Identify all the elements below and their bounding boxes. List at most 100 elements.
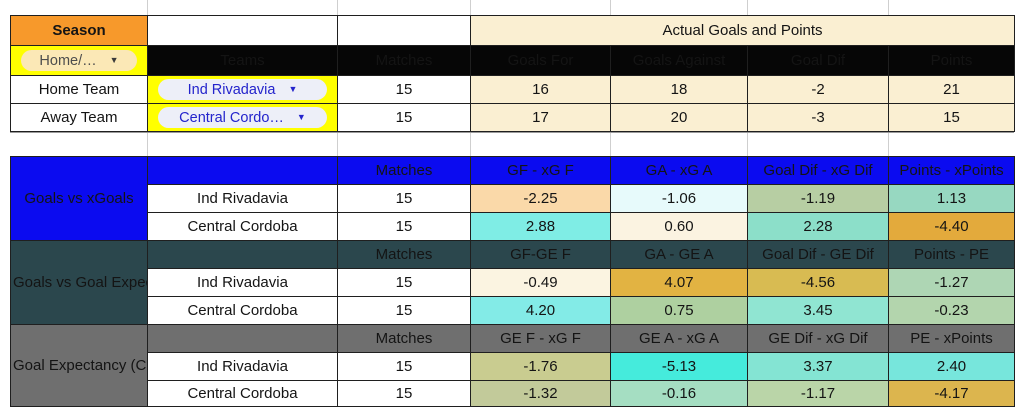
column-header-matches: Matches: [337, 324, 471, 353]
table-row: Goal Expectancy (Closing Odds) vs xGoals…: [10, 324, 1015, 407]
table-row: Away Team Central Cordo… ▼ 15 17 20 -3 1…: [10, 103, 1016, 132]
stat-cell: 1.13: [888, 184, 1015, 213]
stat-cell: 2.28: [747, 212, 889, 241]
stat-cell: 21: [887, 75, 1016, 104]
column-header-goals-against: Goals Against: [610, 45, 748, 76]
home-away-selector-label: Home/…: [39, 52, 97, 69]
stat-cell: 17: [470, 103, 611, 132]
column-header-gf-gef: GF-GE F: [470, 240, 611, 269]
grid-strip-top: [10, 0, 1014, 15]
column-header-ga-gea: GA - GE A: [610, 240, 748, 269]
table-row: Central Cordoba 15 4.20 0.75 3.45 -0.23: [11, 296, 1015, 325]
column-header-points-pe: Points - PE: [888, 240, 1015, 269]
column-header-goal-dif: Goal Dif: [747, 45, 889, 76]
table-row: Ind Rivadavia 15 -2.25 -1.06 -1.19 1.13: [11, 184, 1015, 213]
stat-cell: -0.16: [610, 380, 748, 407]
stat-cell: -4.17: [888, 380, 1015, 407]
team-name-cell: Central Cordoba: [147, 212, 338, 241]
table-row: Ind Rivadavia 15 -1.76 -5.13 3.37 2.40: [11, 352, 1015, 381]
empty-cell: [337, 15, 471, 46]
column-header-gef-xgf: GE F - xG F: [470, 324, 611, 353]
stat-cell: 15: [337, 380, 471, 407]
home-away-selector[interactable]: Home/… ▼: [21, 50, 137, 71]
away-team-selector[interactable]: Central Cordo… ▼: [158, 107, 327, 128]
section-label-goals-vs-xgoals: Goals vs xGoals: [10, 156, 148, 241]
stat-cell: -2: [747, 75, 889, 104]
stat-cell: 18: [610, 75, 748, 104]
stat-cell: 15: [337, 75, 471, 104]
chevron-down-icon: ▼: [288, 84, 298, 94]
column-header-points: Points: [887, 45, 1016, 76]
stat-cell: -5.13: [610, 352, 748, 381]
home-team-selector-label: Ind Rivadavia: [187, 81, 276, 98]
table-row: Goals vs Goal Expectancy (Closing Odds M…: [10, 240, 1015, 325]
table-row: Home Team Ind Rivadavia ▼ 15 16 18 -2 21: [10, 75, 1016, 104]
column-header-goaldif-gedif: Goal Dif - GE Dif: [747, 240, 889, 269]
stat-cell: -4.40: [888, 212, 1015, 241]
stat-cell: 16: [470, 75, 611, 104]
home-team-selector-cell: Ind Rivadavia ▼: [147, 75, 338, 104]
section-header-spacer: [147, 324, 338, 353]
stat-cell: -1.27: [888, 268, 1015, 297]
column-header-points-xpoints: Points - xPoints: [888, 156, 1015, 185]
season-header-cell: Season: [10, 15, 148, 46]
stat-cell: 2.40: [888, 352, 1015, 381]
stat-cell: -1.17: [747, 380, 889, 407]
stat-cell: -1.76: [470, 352, 611, 381]
section-label-goals-vs-goal-expectancy: Goals vs Goal Expectancy (Closing Odds: [10, 240, 148, 325]
stat-cell: 15: [337, 212, 471, 241]
stat-cell: 2.88: [470, 212, 611, 241]
actual-goals-table: Season Actual Goals and Points Home/… ▼ …: [10, 15, 1016, 132]
column-header-pe-xpoints: PE - xPoints: [888, 324, 1015, 353]
team-name-cell: Central Cordoba: [147, 296, 338, 325]
table-row: Ind Rivadavia 15 -0.49 4.07 -4.56 -1.27: [11, 268, 1015, 297]
section-header-spacer: [147, 240, 338, 269]
stat-cell: 3.45: [747, 296, 889, 325]
stat-cell: 0.60: [610, 212, 748, 241]
stat-cell: 3.37: [747, 352, 889, 381]
column-header-matches: Matches: [337, 156, 471, 185]
team-name-cell: Ind Rivadavia: [147, 352, 338, 381]
table-row: Season Actual Goals and Points: [10, 15, 1016, 46]
column-header-gf-xgf: GF - xG F: [470, 156, 611, 185]
stat-cell: 15: [337, 103, 471, 132]
stat-cell: 15: [337, 268, 471, 297]
column-header-goaldif-xgdif: Goal Dif - xG Dif: [747, 156, 889, 185]
section-label-goal-expectancy-vs-xgoals: Goal Expectancy (Closing Odds) vs xGoals: [10, 324, 148, 407]
stat-cell: -0.23: [888, 296, 1015, 325]
stat-cell: 20: [610, 103, 748, 132]
stat-cell: 15: [337, 352, 471, 381]
stat-cell: -1.06: [610, 184, 748, 213]
table-row: Central Cordoba 15 -1.32 -0.16 -1.17 -4.…: [11, 380, 1015, 407]
stat-cell: 15: [337, 296, 471, 325]
column-header-gea-xga: GE A - xG A: [610, 324, 748, 353]
table-row: Goals vs xGoals Matches GF - xG F GA - x…: [10, 156, 1015, 241]
stat-cell: 0.75: [610, 296, 748, 325]
stat-cell: -4.56: [747, 268, 889, 297]
row-label-away-team: Away Team: [10, 103, 148, 132]
column-header-goals-for: Goals For: [470, 45, 611, 76]
stat-cell: 15: [887, 103, 1016, 132]
section-header-spacer: [147, 156, 338, 185]
comparison-sections-table: Goals vs xGoals Matches GF - xG F GA - x…: [10, 156, 1015, 407]
home-team-selector[interactable]: Ind Rivadavia ▼: [158, 79, 327, 100]
stat-cell: 15: [337, 184, 471, 213]
home-away-selector-cell: Home/… ▼: [10, 45, 148, 76]
stat-cell: -3: [747, 103, 889, 132]
stat-cell: -2.25: [470, 184, 611, 213]
stat-cell: -1.19: [747, 184, 889, 213]
team-name-cell: Ind Rivadavia: [147, 268, 338, 297]
row-label-home-team: Home Team: [10, 75, 148, 104]
column-header-teams: Teams: [147, 45, 338, 76]
chevron-down-icon: ▼: [296, 112, 306, 122]
table-row: Home/… ▼ Teams Matches Goals For Goals A…: [10, 45, 1016, 76]
table-row: Central Cordoba 15 2.88 0.60 2.28 -4.40: [11, 212, 1015, 241]
stat-cell: 4.20: [470, 296, 611, 325]
column-header-gedif-xgdif: GE Dif - xG Dif: [747, 324, 889, 353]
column-header-ga-xga: GA - xG A: [610, 156, 748, 185]
away-team-selector-label: Central Cordo…: [179, 109, 284, 126]
stat-cell: -1.32: [470, 380, 611, 407]
empty-cell: [147, 15, 338, 46]
column-header-matches: Matches: [337, 240, 471, 269]
